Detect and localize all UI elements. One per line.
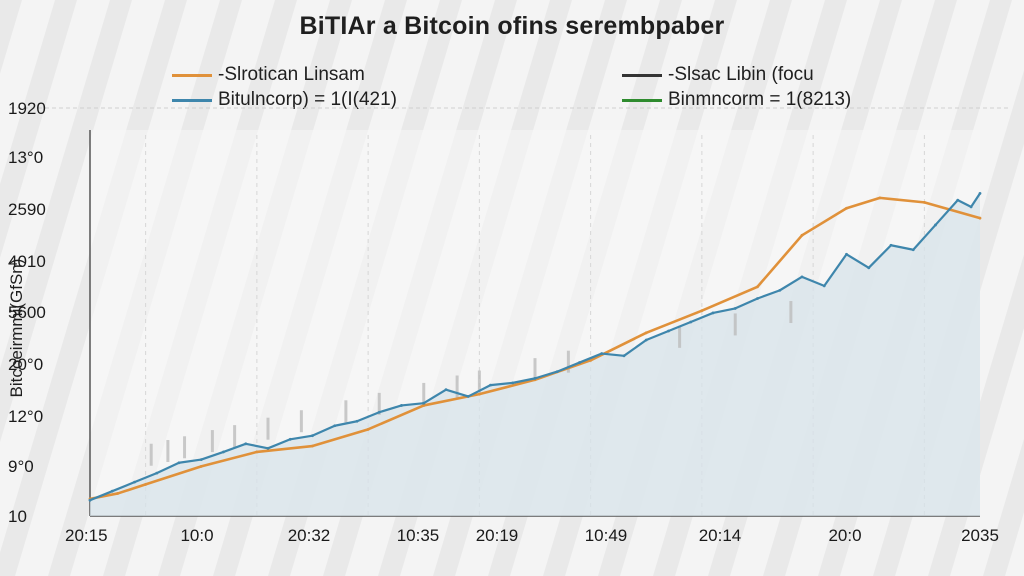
blue-point-21 (533, 376, 537, 380)
y-tick-label-3: 2590 (8, 200, 46, 219)
orange-point-5 (255, 450, 259, 454)
blue-point-8 (244, 442, 248, 446)
blue-point-31 (756, 297, 759, 300)
orange-point-3 (144, 483, 148, 486)
blue-point-33 (800, 275, 804, 279)
orange-point-17 (878, 196, 882, 200)
x-tick-label-8: 20:0 (828, 526, 861, 545)
orange-point-6 (311, 444, 314, 448)
blue-point-37 (889, 243, 893, 247)
blue-point-34 (822, 284, 826, 288)
blue-point-35 (845, 252, 848, 256)
orange-point-11 (589, 358, 593, 362)
legend-entry-3: Bitulncorp) = 1(I(421) (172, 89, 397, 111)
legend-swatch-orange (172, 73, 212, 77)
blue-point-2 (110, 489, 114, 493)
legend-label-1: -Slrotican Linsam (218, 64, 365, 85)
blue-point-16 (422, 401, 426, 405)
blue-point-38 (911, 248, 915, 252)
x-tick-label-9: 2035 (961, 526, 999, 545)
legend-label-3: Bitulncorp) = 1(I(421) (218, 89, 397, 110)
blue-point-17 (444, 388, 448, 392)
legend-swatch-dark (622, 73, 662, 77)
blue-point-42 (978, 191, 982, 195)
blue-point-9 (266, 446, 270, 450)
x-tick-label-1: 20:15 (65, 526, 108, 545)
blue-point-18 (466, 395, 470, 398)
blue-point-39 (934, 223, 937, 227)
orange-point-8 (422, 404, 426, 407)
blue-point-40 (956, 198, 960, 202)
legend-entry-2: -Slsac Libin (focu (622, 64, 814, 86)
blue-point-14 (377, 410, 381, 414)
blue-point-5 (177, 461, 181, 465)
orange-point-15 (800, 233, 804, 237)
y-tick-label-8: 9°0 (8, 457, 34, 476)
legend-entry-1: -Slrotican Linsam (172, 64, 365, 86)
blue-point-10 (288, 437, 292, 441)
orange-point-19 (978, 216, 982, 220)
x-tick-label-3: 20:32 (288, 526, 331, 545)
chart-title: BiTIAr a Bitcoin ofins serembpaber (299, 12, 725, 40)
orange-point-2 (116, 492, 120, 495)
blue-point-29 (711, 311, 715, 315)
blue-point-4 (155, 471, 159, 475)
orange-point-18 (922, 200, 926, 204)
orange-point-12 (644, 331, 648, 335)
x-tick-label-7: 20:14 (699, 526, 742, 545)
x-tick-label-4: 10:35 (397, 526, 440, 545)
area-fill (90, 193, 980, 516)
blue-point-20 (511, 381, 515, 385)
orange-point-14 (756, 285, 759, 289)
blue-point-7 (222, 450, 225, 454)
legend-entry-4: Binmncorm = 1(8213) (622, 89, 851, 111)
blue-point-23 (578, 361, 581, 364)
series-line-blue (89, 192, 981, 502)
y-tick-label-2: 13°0 (8, 148, 43, 167)
orange-point-13 (700, 309, 704, 313)
orange-point-4 (199, 464, 203, 468)
y-tick-label-7: 12°0 (8, 407, 43, 426)
blue-point-11 (311, 434, 314, 438)
blue-point-24 (600, 352, 604, 355)
blue-point-1 (88, 498, 92, 502)
orange-point-7 (366, 427, 370, 431)
blue-point-32 (778, 288, 782, 292)
blue-point-19 (489, 383, 492, 387)
blue-point-27 (667, 329, 670, 333)
orange-point-16 (845, 206, 848, 210)
blue-point-22 (555, 370, 559, 373)
blue-point-26 (644, 338, 648, 342)
x-tick-label-2: 10:0 (180, 526, 213, 545)
blue-point-6 (199, 458, 203, 461)
blue-point-28 (689, 320, 693, 324)
x-tick-label-5: 20:19 (476, 526, 519, 545)
y-tick-label-4: 4010 (8, 252, 46, 271)
legend-label-4: Binmncorm = 1(8213) (668, 89, 852, 110)
y-tick-label-6: 20°0 (8, 355, 43, 374)
y-tick-label-9: 10 (8, 507, 27, 526)
blue-point-30 (733, 307, 737, 310)
legend-swatch-green (622, 98, 662, 102)
blue-point-15 (400, 404, 403, 407)
blue-point-13 (355, 419, 359, 423)
legend-swatch-blue (172, 98, 212, 102)
blue-point-41 (969, 205, 973, 209)
legend-label-2: -Slsac Libin (focu (668, 64, 814, 85)
y-tick-label-1: 1920 (8, 99, 46, 118)
blue-point-12 (333, 424, 337, 428)
y-tick-label-5: 5600 (8, 303, 46, 322)
blue-point-36 (867, 266, 871, 270)
x-tick-label-6: 10:49 (585, 526, 628, 545)
blue-point-25 (622, 354, 626, 358)
orange-point-9 (477, 392, 481, 396)
blue-point-3 (133, 480, 136, 484)
